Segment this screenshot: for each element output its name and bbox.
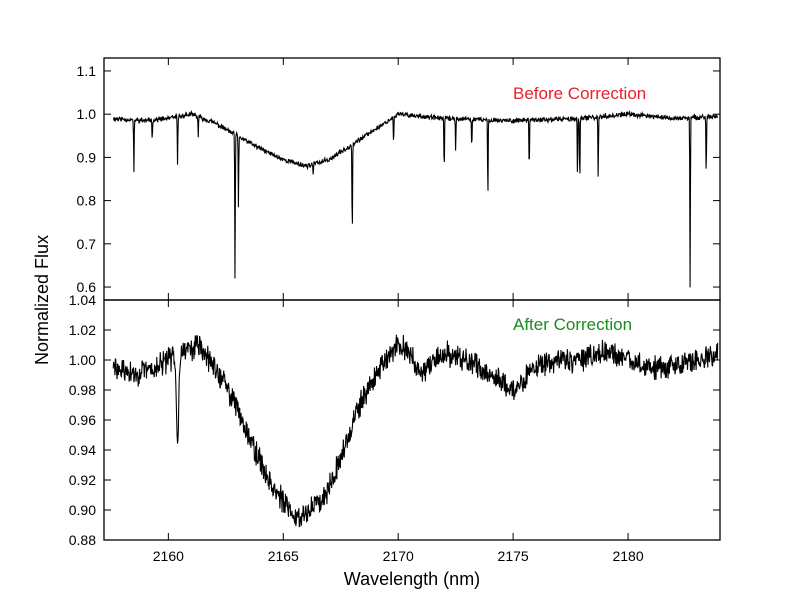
- x-tick-label: 2170: [383, 548, 414, 564]
- y-axis-title: Normalized Flux: [32, 235, 52, 365]
- bot-y-tick-label: 1.00: [69, 352, 96, 368]
- top-y-tick-label: 1.0: [77, 106, 97, 122]
- bot-y-tick-label: 0.92: [69, 472, 96, 488]
- bottom-x-ticks: 2160 2165 2170 2175 2180: [153, 300, 644, 564]
- bot-y-tick-label: 0.90: [69, 502, 96, 518]
- top-y-tick-label: 0.6: [77, 279, 97, 295]
- top-y-tick-label: 0.8: [77, 193, 97, 209]
- top-x-ticks: [167, 58, 629, 300]
- top-y-tick-label: 0.7: [77, 236, 97, 252]
- bot-y-tick-label: 0.98: [69, 382, 96, 398]
- top-y-ticks: 0.6 0.7 0.8 0.9 1.0 1.1: [77, 63, 720, 295]
- before-correction-spectrum-line: [113, 109, 718, 288]
- after-correction-panel: 0.88 0.90 0.92 0.94 0.96 0.98 1.00 1.02 1.04 216…: [69, 292, 721, 564]
- bot-y-tick-label: 0.94: [69, 442, 96, 458]
- bot-y-tick-label: 0.96: [69, 412, 96, 428]
- after-correction-spectrum-line: [112, 334, 719, 528]
- before-correction-label: Before Correction: [513, 84, 646, 103]
- x-tick-label: 2180: [612, 548, 643, 564]
- top-y-tick-label: 0.9: [77, 149, 97, 165]
- x-tick-label: 2160: [153, 548, 184, 564]
- bottom-y-ticks: 0.88 0.90 0.92 0.94 0.96 0.98 1.00 1.02 1.04: [69, 292, 720, 548]
- after-correction-label: After Correction: [513, 315, 632, 334]
- x-axis-title: Wavelength (nm): [344, 569, 480, 589]
- top-y-tick-label: 1.1: [77, 63, 97, 79]
- x-tick-label: 2165: [268, 548, 299, 564]
- bot-y-tick-label: 0.88: [69, 532, 96, 548]
- before-correction-panel: 0.6 0.7 0.8 0.9 1.0 1.1 Before Correction: [77, 57, 721, 301]
- bot-y-tick-label: 1.02: [69, 322, 96, 338]
- bot-y-tick-label: 1.04: [69, 292, 96, 308]
- x-tick-label: 2175: [498, 548, 529, 564]
